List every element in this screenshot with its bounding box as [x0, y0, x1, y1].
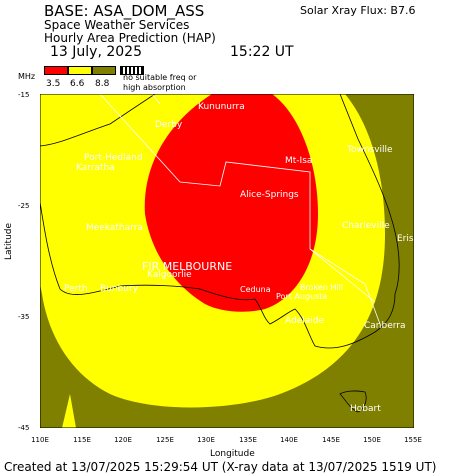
legend-swatch-olive [92, 66, 116, 75]
time-label: 15:22 UT [230, 44, 294, 60]
coastline [40, 94, 400, 413]
legend-value-1: 3.5 [46, 79, 61, 89]
city-label: Port-Hedland [84, 153, 143, 163]
city-label: Adelaide [285, 316, 325, 326]
legend-unit: MHz [18, 72, 36, 81]
x-tick: 155E [404, 436, 422, 444]
zone-red [144, 94, 318, 312]
solar-xray-flux: Solar Xray Flux: B7.6 [300, 4, 416, 17]
city-label: Port Augusta [276, 292, 328, 301]
city-label: Hobart [350, 404, 381, 414]
city-label: Bunbury [100, 284, 139, 294]
x-tick: 125E [156, 436, 174, 444]
x-tick: 135E [239, 436, 257, 444]
x-axis-label: Longitude [210, 449, 255, 459]
legend-value-2: 6.6 [70, 79, 85, 89]
date-label: 13 July, 2025 [50, 44, 142, 60]
y-tick: -45 [18, 424, 30, 432]
legend-note-line2: high absorption [123, 83, 186, 92]
city-label: Alice-Springs [240, 190, 299, 200]
x-tick: 130E [197, 436, 215, 444]
city-label: Ceduna [240, 285, 271, 294]
y-tick: -25 [18, 202, 30, 210]
city-label: Meekatharra [86, 223, 143, 233]
hap-map [40, 94, 414, 428]
city-label: Eris [397, 234, 414, 244]
city-label: Charleville [342, 221, 390, 231]
x-tick: 150E [363, 436, 381, 444]
y-axis-label: Latitude [4, 222, 14, 260]
y-tick: -35 [18, 313, 30, 321]
legend-note-line1: no suitable freq or [123, 73, 197, 82]
x-tick: 140E [280, 436, 298, 444]
service-name: Space Weather Services [44, 18, 190, 32]
x-tick: 110E [31, 436, 49, 444]
city-label: Perth [64, 284, 88, 294]
city-label: Kalgoorlie [147, 270, 192, 280]
legend-swatch-nofreq [120, 66, 144, 75]
legend-note: no suitable freq or high absorption [123, 73, 223, 93]
city-label: Townsville [347, 145, 393, 155]
legend-value-3: 8.8 [95, 79, 110, 89]
legend-swatch-red [44, 66, 68, 75]
city-label: Karratha [76, 163, 115, 173]
city-label: Canberra [364, 321, 406, 331]
city-label: Kununurra [198, 102, 245, 112]
legend-swatch-yellow [68, 66, 92, 75]
x-tick: 145E [322, 436, 340, 444]
product-name: Hourly Area Prediction (HAP) [44, 31, 216, 45]
city-label: Broken Hill [300, 283, 344, 292]
footer-created: Created at 13/07/2025 15:29:54 UT (X-ray… [4, 460, 437, 474]
y-tick: -15 [18, 91, 30, 99]
zone-yellow-sw-patch [62, 394, 76, 428]
base-title: BASE: ASA_DOM_ASS [44, 2, 205, 20]
x-tick: 120E [114, 436, 132, 444]
fir-label: FIR MELBOURNE [142, 260, 233, 273]
city-label: Mt-Isa [285, 156, 313, 166]
fir-boundaries [99, 94, 381, 325]
city-label: Derby [155, 120, 183, 130]
x-tick: 115E [73, 436, 91, 444]
